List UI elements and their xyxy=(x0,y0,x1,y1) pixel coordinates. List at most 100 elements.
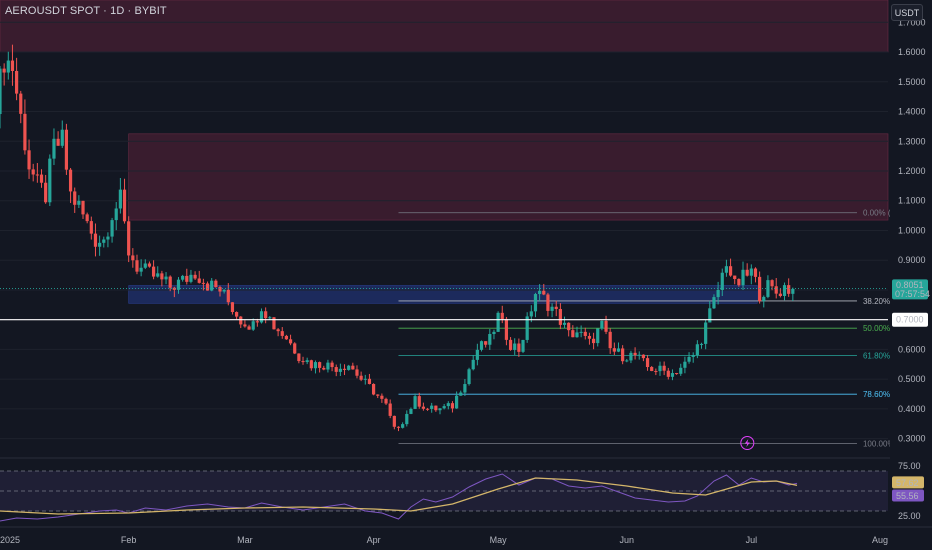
candle-body xyxy=(604,320,608,332)
candle-body xyxy=(35,174,39,176)
candle-body xyxy=(409,408,413,414)
horizontal-levels[interactable] xyxy=(0,288,888,321)
candle-body xyxy=(181,275,185,280)
candle-body xyxy=(704,322,708,344)
candlestick-series xyxy=(0,44,795,432)
candle-body xyxy=(143,263,147,268)
candle-body xyxy=(326,362,330,370)
candle-body xyxy=(222,289,226,292)
candle-body xyxy=(168,276,172,288)
time-axis[interactable]: 2025 Feb Mar Apr May Jun Jul Aug xyxy=(0,526,932,545)
candle-body xyxy=(226,289,230,303)
candle-body xyxy=(450,403,455,409)
rsi-tick-label: 75.00 xyxy=(898,461,921,471)
time-tick-label: 2025 xyxy=(0,535,20,545)
candle-body xyxy=(367,378,372,384)
candle-body xyxy=(699,343,704,345)
candle-body xyxy=(778,293,782,296)
candle-body xyxy=(645,358,650,368)
candle-body xyxy=(255,321,259,323)
candle-body xyxy=(517,343,521,352)
rsi-badge xyxy=(892,489,924,502)
candle-body xyxy=(0,68,2,115)
candle-body xyxy=(637,354,641,356)
candle-body xyxy=(272,317,276,330)
time-tick-label: Apr xyxy=(367,535,381,545)
candle-body xyxy=(712,297,716,309)
candle-body xyxy=(110,220,114,237)
candle-body xyxy=(338,368,342,372)
candle-body xyxy=(156,273,160,277)
candle-body xyxy=(10,60,15,71)
candle-body xyxy=(405,413,409,425)
candle-body xyxy=(787,285,791,294)
candle-body xyxy=(625,360,629,362)
candle-body xyxy=(73,191,77,205)
alert-icon[interactable] xyxy=(740,436,755,450)
candle-body xyxy=(189,274,193,282)
price-tick-label: 1.7000 xyxy=(898,17,926,27)
price-tick-label: 1.6000 xyxy=(898,47,926,57)
candle-body xyxy=(355,369,359,376)
candle-body xyxy=(741,269,745,286)
candle-body xyxy=(280,331,284,336)
candle-body xyxy=(334,367,338,372)
candle-body xyxy=(396,426,401,428)
candle-body xyxy=(363,378,367,380)
candle-body xyxy=(118,189,122,209)
candle-body xyxy=(434,405,438,411)
candle-body xyxy=(64,129,69,170)
candle-body xyxy=(508,339,513,350)
candle-body xyxy=(529,311,533,317)
candle-body xyxy=(230,302,235,313)
candle-body xyxy=(558,309,562,325)
candle-body xyxy=(2,68,6,73)
price-tick-label: 0.5000 xyxy=(898,374,926,384)
candle-body xyxy=(401,424,405,428)
candle-body xyxy=(185,275,189,282)
candle-body xyxy=(629,352,633,361)
candle-body xyxy=(596,328,600,344)
candle-body xyxy=(413,396,417,409)
candle-body xyxy=(39,174,44,183)
candle-body xyxy=(247,326,251,330)
candle-body xyxy=(513,343,517,350)
candle-body xyxy=(425,408,430,410)
price-zones xyxy=(0,0,889,304)
candle-body xyxy=(98,242,102,247)
price-axis[interactable]: 1.7000 1.6000 1.5000 1.4000 1.3000 1.2000 1.10… xyxy=(890,0,932,550)
candle-body xyxy=(44,182,48,203)
candle-body xyxy=(724,266,729,273)
candle-body xyxy=(371,383,376,395)
price-tick-label: 1.2000 xyxy=(898,166,926,176)
candle-body xyxy=(591,338,596,344)
candle-body xyxy=(330,362,334,368)
candle-body xyxy=(492,331,496,335)
candle-body xyxy=(131,255,135,261)
candle-body xyxy=(430,405,434,409)
supply-zone-0 xyxy=(0,0,889,53)
candle-body xyxy=(463,384,467,393)
candle-body xyxy=(749,268,753,276)
candle-body xyxy=(554,306,558,310)
candle-body xyxy=(135,260,139,272)
candle-body xyxy=(421,406,425,409)
candle-body xyxy=(201,282,205,284)
candle-body xyxy=(679,367,683,374)
candle-body xyxy=(164,276,168,280)
currency-button[interactable]: USDT xyxy=(891,4,923,21)
candle-body xyxy=(139,267,143,272)
candle-body xyxy=(716,289,720,298)
candle-body xyxy=(446,403,450,407)
candle-body xyxy=(633,352,637,356)
price-tick-label: 1.4000 xyxy=(898,107,926,117)
candle-body xyxy=(583,331,587,336)
symbol-title: AEROUSDT SPOT · 1D · BYBIT xyxy=(5,5,167,17)
candle-body xyxy=(235,312,239,317)
candle-body xyxy=(210,280,214,291)
candle-body xyxy=(293,343,297,354)
candle-countdown: 07:57:54 xyxy=(895,289,930,299)
candle-body xyxy=(347,365,351,370)
